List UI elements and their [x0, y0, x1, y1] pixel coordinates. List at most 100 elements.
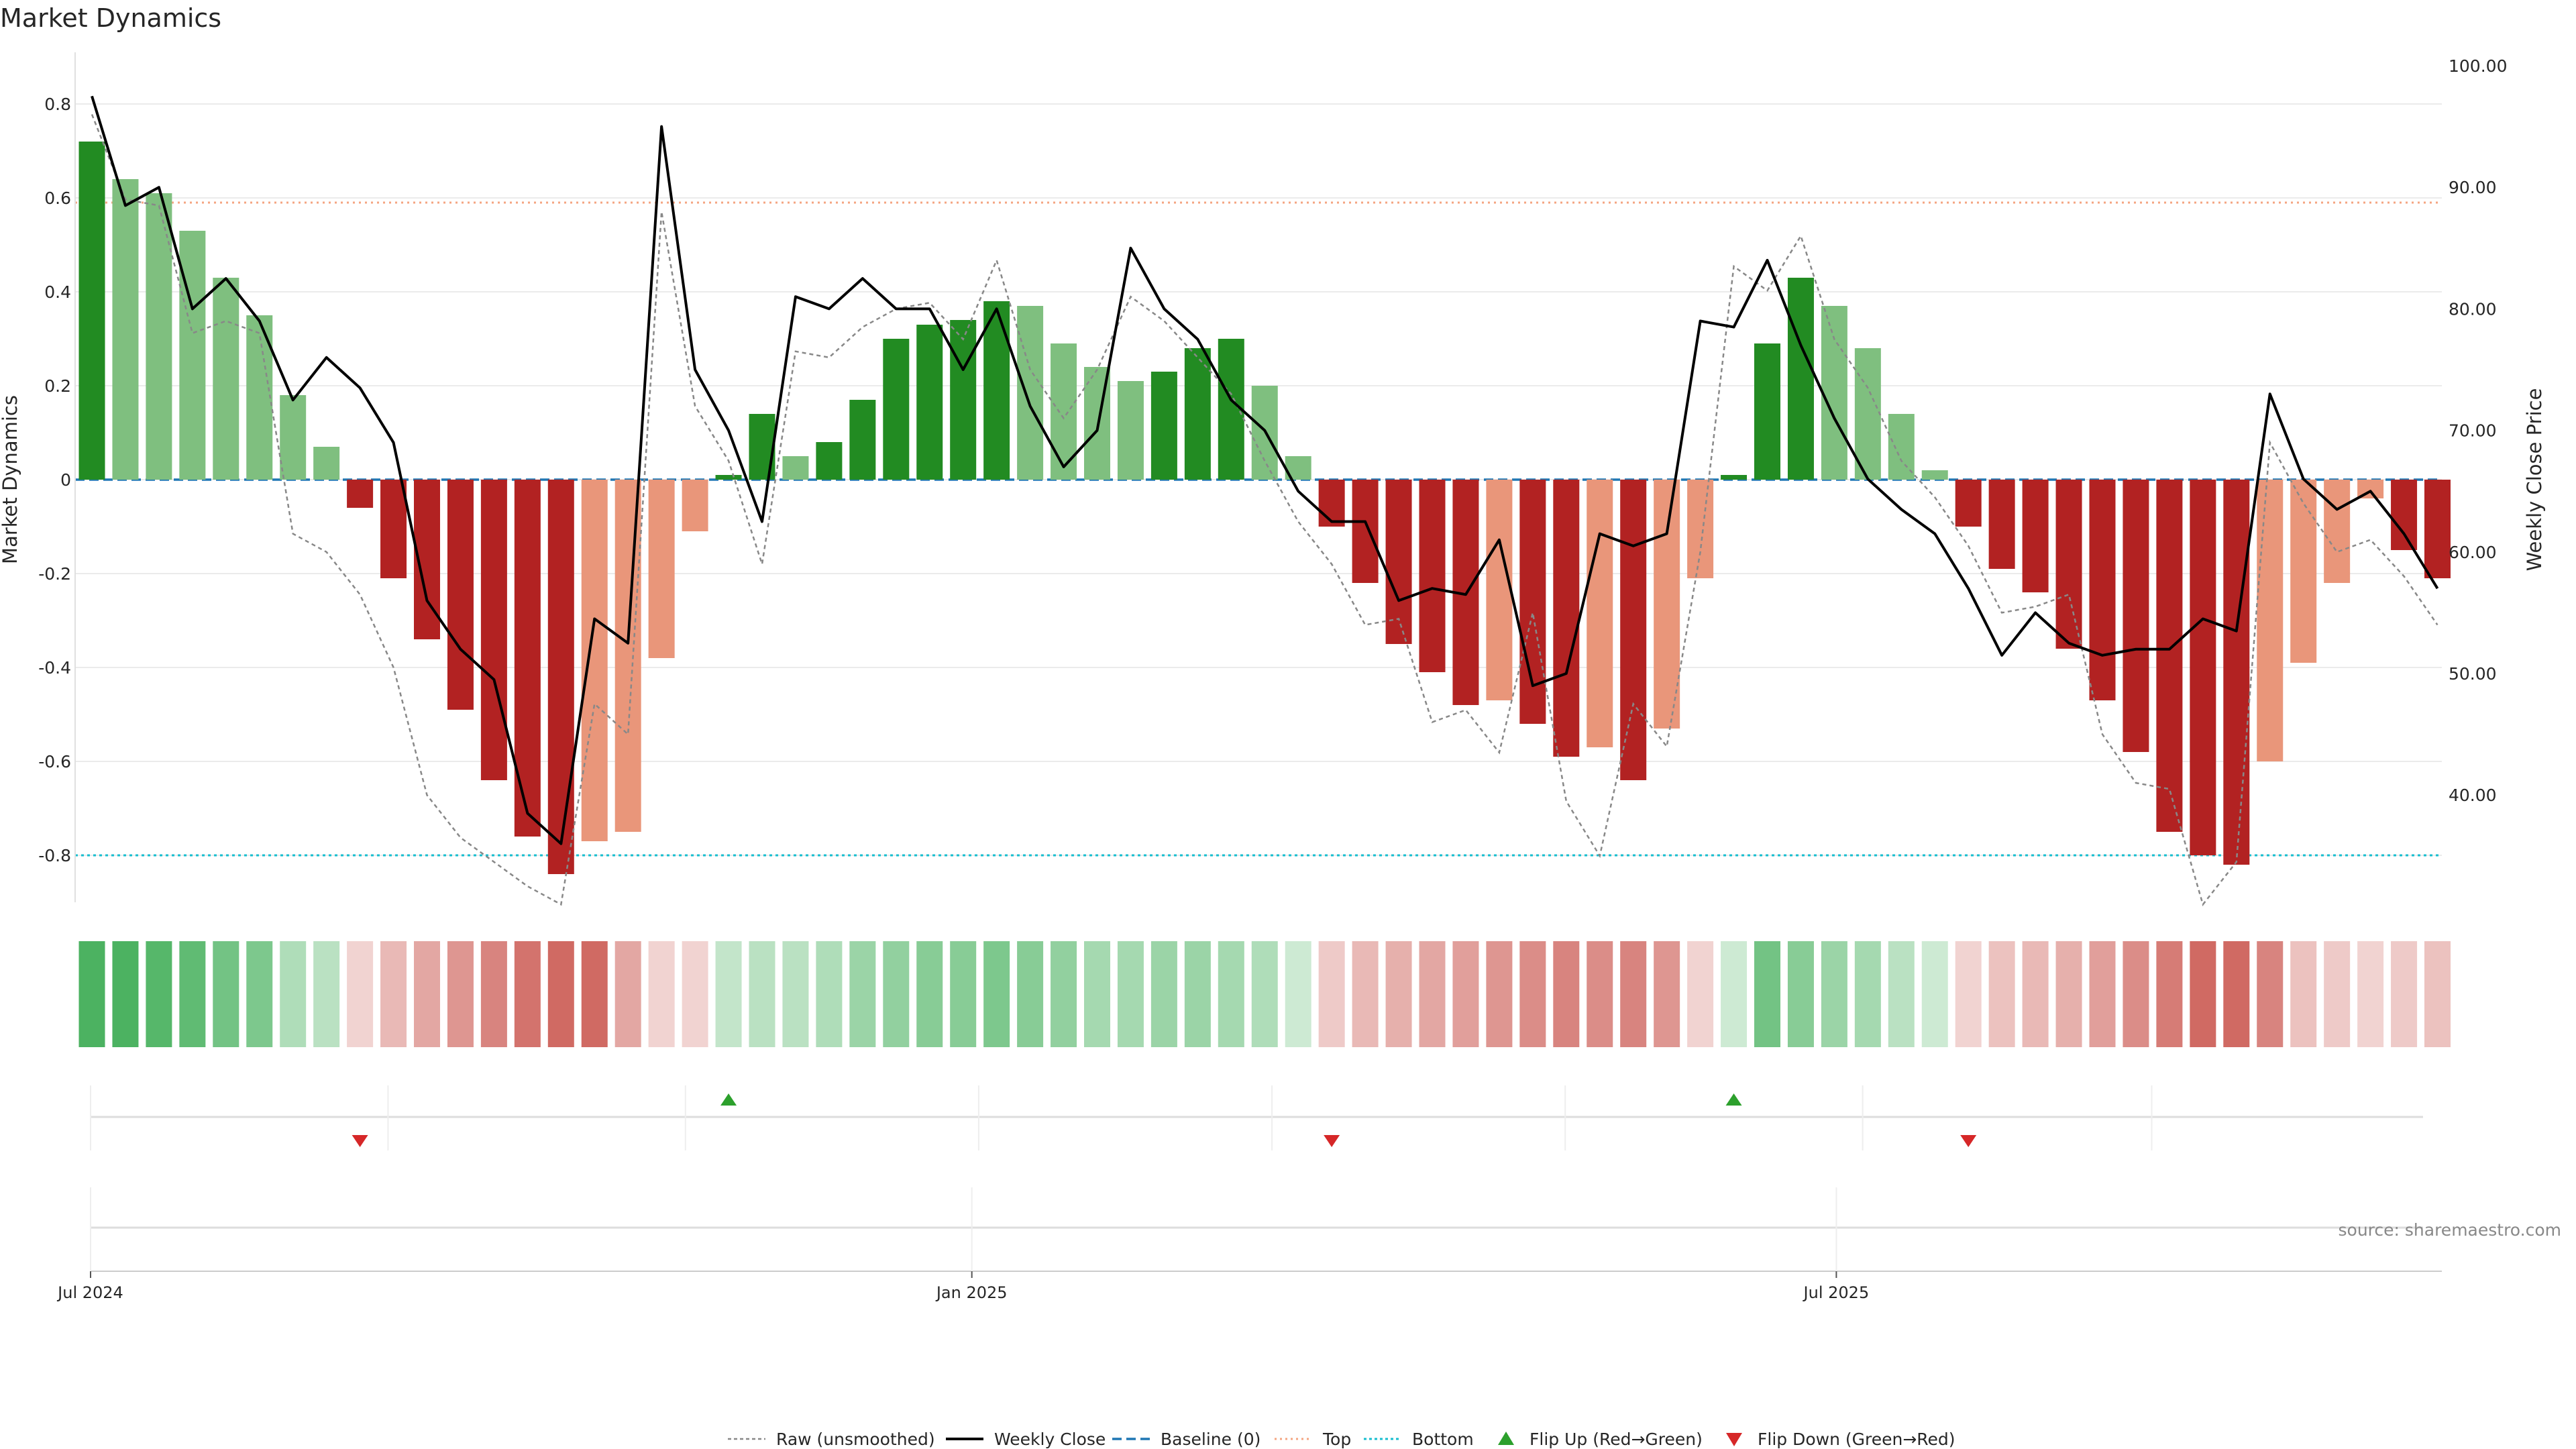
bar	[1620, 480, 1647, 780]
legend-label-close: Weekly Close	[994, 1430, 1106, 1449]
raw-unsmoothed-line	[91, 114, 2438, 906]
strip-cell	[614, 941, 641, 1047]
strip-cell	[1486, 941, 1513, 1047]
bar	[2223, 480, 2250, 865]
strip-cell	[246, 941, 273, 1047]
bar	[78, 142, 105, 480]
strip-cell	[1218, 941, 1244, 1047]
bar	[1587, 480, 1613, 747]
right-tick-label: 80.00	[2449, 299, 2497, 319]
bar	[2324, 480, 2351, 583]
strip-cell	[916, 941, 943, 1047]
bar	[380, 480, 407, 578]
strip-cell	[2190, 941, 2216, 1047]
bar	[581, 480, 608, 841]
right-tick-label: 60.00	[2449, 543, 2497, 562]
strip-cell	[983, 941, 1010, 1047]
strip-cell	[1955, 941, 1982, 1047]
strip-cell	[514, 941, 541, 1047]
bar	[2089, 480, 2116, 700]
bar	[1888, 414, 1915, 480]
bar	[2156, 480, 2183, 832]
right-tick-label: 50.00	[2449, 664, 2497, 684]
strip-cell	[1888, 941, 1915, 1047]
strip-cell	[1051, 941, 1077, 1047]
bar	[1318, 480, 1345, 527]
bar	[2290, 480, 2317, 663]
strip-cell	[749, 941, 775, 1047]
left-axis-label: Market Dynamics	[0, 395, 21, 564]
flip-up-marker	[1725, 1093, 1742, 1106]
bar	[2123, 480, 2149, 752]
left-tick-label: -0.8	[38, 846, 71, 865]
strip-cell	[414, 941, 440, 1047]
bar	[179, 231, 206, 480]
strip-cell	[1519, 941, 1546, 1047]
strip-cell	[1687, 941, 1714, 1047]
strip-cell	[2290, 941, 2317, 1047]
strip-cell	[648, 941, 675, 1047]
bar	[1687, 480, 1714, 578]
bar	[1419, 480, 1446, 672]
legend-label-flip_down: Flip Down (Green→Red)	[1758, 1430, 1955, 1449]
x-axis-ticks: Jul 2024 Jan 2025 Jul 2025	[56, 1271, 1869, 1302]
right-axis-ticks: 100.00 90.00 80.00 70.00 60.00 50.00 40.00	[2449, 56, 2507, 805]
panel-vertical-gridlines	[90, 1085, 2153, 1271]
bar	[816, 442, 843, 480]
bar	[1955, 480, 1982, 527]
strip-cell	[2324, 941, 2351, 1047]
bar	[1519, 480, 1546, 724]
strip-cell	[1117, 941, 1144, 1047]
bar	[916, 325, 943, 480]
weekly-close-line	[91, 95, 2439, 845]
strip-cell	[1754, 941, 1780, 1047]
bar	[347, 480, 374, 508]
strip-cell	[1251, 941, 1278, 1047]
right-tick-label: 40.00	[2449, 786, 2497, 805]
strip-cell	[1352, 941, 1379, 1047]
bar	[1017, 306, 1044, 480]
strip-cell	[313, 941, 340, 1047]
bar	[1051, 343, 1077, 480]
bottom-panel	[91, 1226, 2442, 1272]
bar	[715, 475, 742, 480]
strip-cell	[1017, 941, 1044, 1047]
left-tick-label: 0.8	[44, 95, 71, 114]
left-tick-label: -0.4	[38, 658, 71, 678]
bar	[447, 480, 474, 710]
intensity-strip	[78, 941, 2451, 1047]
strip-cell	[480, 941, 507, 1047]
bar	[514, 480, 541, 837]
strip-cell	[2391, 941, 2418, 1047]
bar	[849, 400, 876, 480]
strip-cell	[1150, 941, 1177, 1047]
strip-cell	[1419, 941, 1446, 1047]
bar	[1821, 306, 1847, 480]
strip-cell	[1654, 941, 1680, 1047]
bar	[112, 179, 139, 480]
strip-cell	[2055, 941, 2082, 1047]
bar	[2055, 480, 2082, 649]
left-tick-label: -0.2	[38, 564, 71, 584]
x-tick-label: Jul 2025	[1803, 1283, 1870, 1302]
bar	[1352, 480, 1379, 583]
bar	[1553, 480, 1580, 757]
legend: Raw (unsmoothed) Weekly Close Baseline (0)…	[728, 1430, 1955, 1449]
strip-cell	[2156, 941, 2183, 1047]
legend-swatch-flip_down	[1726, 1433, 1742, 1446]
strip-cell	[179, 941, 206, 1047]
legend-label-flip_up: Flip Up (Red→Green)	[1529, 1430, 1703, 1449]
strip-cell	[1988, 941, 2015, 1047]
strip-cell	[816, 941, 843, 1047]
bar	[2022, 480, 2049, 592]
bar	[1184, 348, 1211, 480]
right-tick-label: 90.00	[2449, 178, 2497, 197]
strip-cell	[1318, 941, 1345, 1047]
chart-title: Market Dynamics	[0, 3, 221, 33]
strip-cell	[380, 941, 407, 1047]
legend-label-raw: Raw (unsmoothed)	[776, 1430, 935, 1449]
flip-down-marker	[1324, 1135, 1340, 1147]
legend-label-bottom: Bottom	[1412, 1430, 1474, 1449]
strip-cell	[112, 941, 139, 1047]
strip-cell	[280, 941, 307, 1047]
